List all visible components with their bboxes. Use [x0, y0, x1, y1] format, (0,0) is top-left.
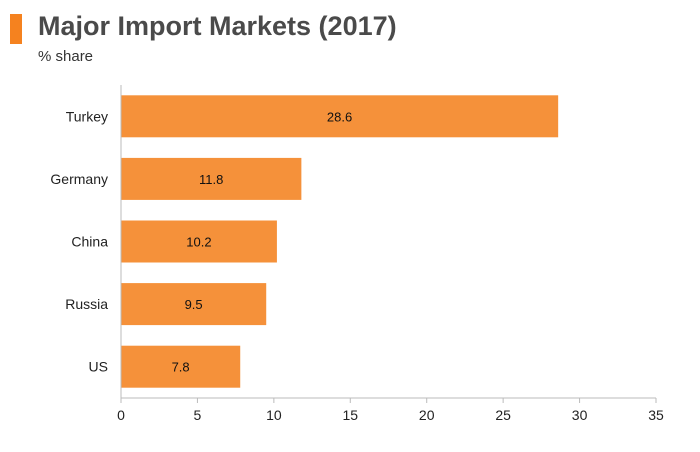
data-label: 9.5	[185, 297, 203, 312]
x-tick-label: 10	[266, 407, 282, 423]
category-label: China	[71, 234, 108, 250]
x-tick-label: 35	[648, 407, 664, 423]
category-label: Turkey	[66, 108, 108, 124]
bar-turkey	[121, 95, 559, 138]
bar-germany	[121, 157, 302, 200]
chart-title: Major Import Markets (2017)	[38, 11, 397, 41]
x-tick-label: 5	[194, 407, 202, 423]
data-label: 7.8	[172, 360, 190, 375]
category-label: Germany	[50, 171, 108, 187]
bar-us	[121, 345, 241, 388]
x-tick-label: 30	[572, 407, 588, 423]
bar-china	[121, 220, 277, 263]
category-label: US	[89, 359, 108, 375]
data-label: 28.6	[327, 109, 352, 124]
data-label: 10.2	[186, 235, 211, 250]
title-accent-bar	[10, 14, 22, 44]
chart-subtitle: % share	[38, 48, 94, 65]
bar-russia	[121, 283, 267, 326]
x-tick-label: 25	[495, 407, 511, 423]
x-tick-label: 20	[419, 407, 435, 423]
x-tick-label: 0	[117, 407, 125, 423]
category-label: Russia	[65, 296, 108, 312]
data-label: 11.8	[199, 172, 223, 187]
x-tick-label: 15	[342, 407, 358, 423]
